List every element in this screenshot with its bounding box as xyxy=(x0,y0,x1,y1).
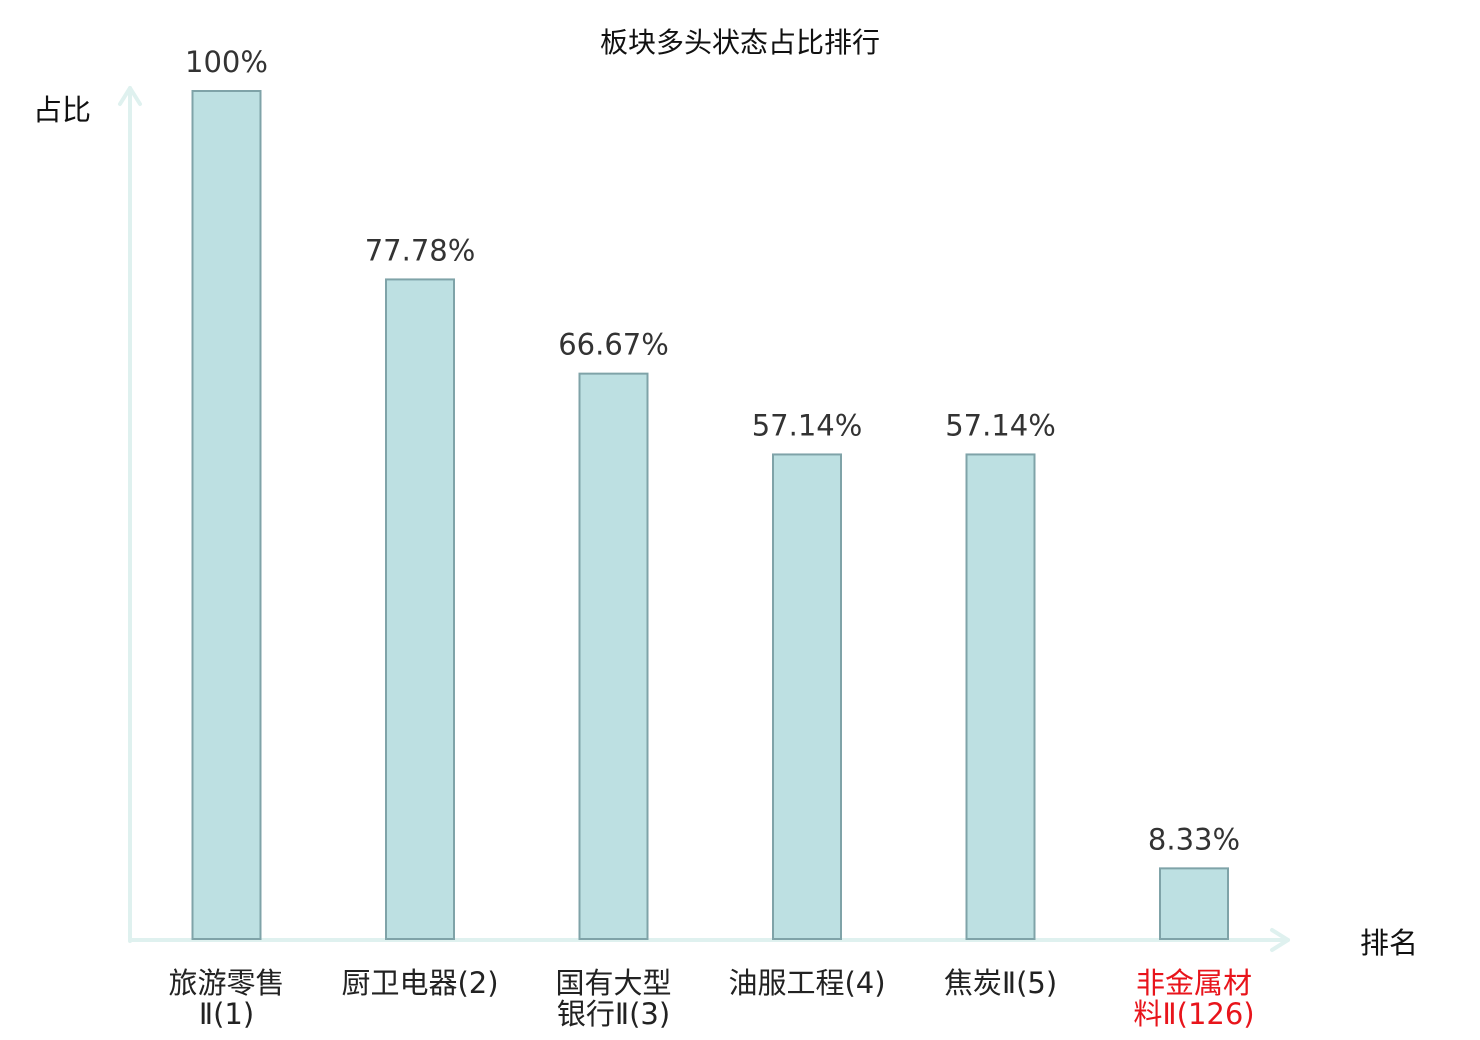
value-labels: 100% 77.78% 66.67% 57.14% 57.14% 8.33% xyxy=(185,45,1240,856)
x-tick-label-6-line-1: 非金属材 xyxy=(1136,966,1252,1000)
bars xyxy=(191,90,1229,940)
bar-5 xyxy=(965,453,1036,940)
value-label-6: 8.33% xyxy=(1148,822,1240,856)
value-label-2: 77.78% xyxy=(365,233,476,267)
bar-2 xyxy=(385,278,455,940)
x-axis-arrow xyxy=(1270,928,1290,952)
x-tick-label-1-line-2: Ⅱ(1) xyxy=(199,997,254,1031)
x-axis-label: 排名 xyxy=(1360,926,1418,960)
value-label-3: 66.67% xyxy=(558,328,669,362)
x-tick-label-6-line-2: 料Ⅱ(126) xyxy=(1133,997,1254,1031)
chart-title: 板块多头状态占比排行 xyxy=(600,26,880,59)
bar-4 xyxy=(772,453,842,940)
value-label-4: 57.14% xyxy=(752,408,863,442)
y-axis-label: 占比 xyxy=(33,93,91,127)
bar-3 xyxy=(578,372,649,940)
y-axis-arrow xyxy=(118,86,142,106)
bar-1 xyxy=(191,90,262,940)
x-tick-label-3-line-1: 国有大型 xyxy=(555,966,671,1000)
axes xyxy=(118,86,1290,952)
x-tick-label-3-line-2: 银行Ⅱ(3) xyxy=(557,997,670,1031)
value-label-1: 100% xyxy=(185,45,268,79)
x-tick-label-5: 焦炭Ⅱ(5) xyxy=(944,966,1057,1000)
bar-6 xyxy=(1159,867,1229,940)
x-tick-label-4: 油服工程(4) xyxy=(728,966,885,1000)
x-tick-label-2: 厨卫电器(2) xyxy=(341,966,498,1000)
value-label-5: 57.14% xyxy=(945,408,1056,442)
x-tick-label-1-line-1: 旅游零售 xyxy=(168,966,284,1000)
